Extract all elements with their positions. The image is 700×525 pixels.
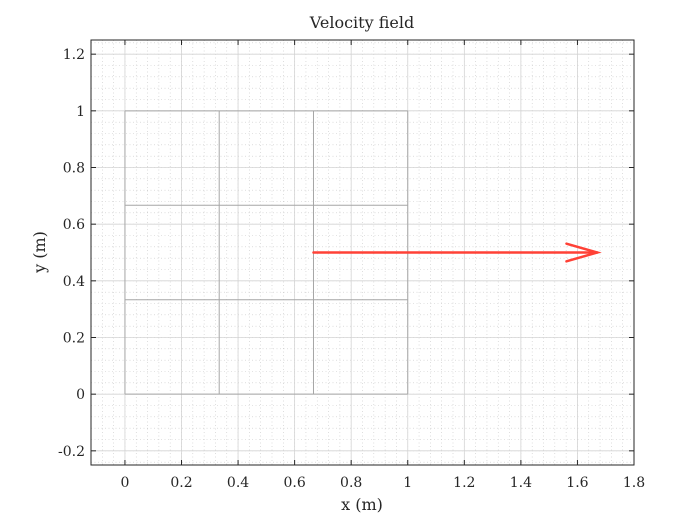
y-tick-label: 0.2 <box>63 331 85 347</box>
x-tick-label: 1.8 <box>623 475 645 491</box>
x-tick-labels: 0 0.2 0.4 0.6 0.8 1 1.2 1.4 1.6 1.8 <box>120 475 645 491</box>
y-tick-label: 0 <box>76 387 85 403</box>
y-axis-label: y (m) <box>30 231 49 274</box>
mesh-lines <box>124 110 409 395</box>
x-tick-label: 0.2 <box>170 475 192 491</box>
y-tick-label: 0.4 <box>63 274 85 290</box>
x-tick-label: 0.6 <box>283 475 305 491</box>
velocity-vector-head <box>565 242 602 263</box>
x-tick-label: 0 <box>120 475 129 491</box>
y-tick-label: 1.2 <box>63 47 85 63</box>
ticks <box>91 40 635 465</box>
x-tick-label: 1.2 <box>453 475 475 491</box>
y-tick-labels: -0.2 0 0.2 0.4 0.6 0.8 1 1.2 <box>58 47 85 460</box>
x-tick-label: 1.6 <box>566 475 588 491</box>
x-tick-label: 0.4 <box>227 475 249 491</box>
x-tick-label: 1.4 <box>510 475 532 491</box>
x-tick-label: 0.8 <box>340 475 362 491</box>
chart-title: Velocity field <box>309 13 414 32</box>
x-tick-label: 1 <box>403 475 412 491</box>
y-tick-label: 0.8 <box>63 161 85 177</box>
y-tick-label: -0.2 <box>58 444 85 460</box>
x-axis-label: x (m) <box>341 495 383 514</box>
y-tick-label: 0.6 <box>63 217 85 233</box>
velocity-vectors <box>312 242 602 263</box>
axes-box <box>90 39 635 466</box>
y-tick-label: 1 <box>76 104 85 120</box>
